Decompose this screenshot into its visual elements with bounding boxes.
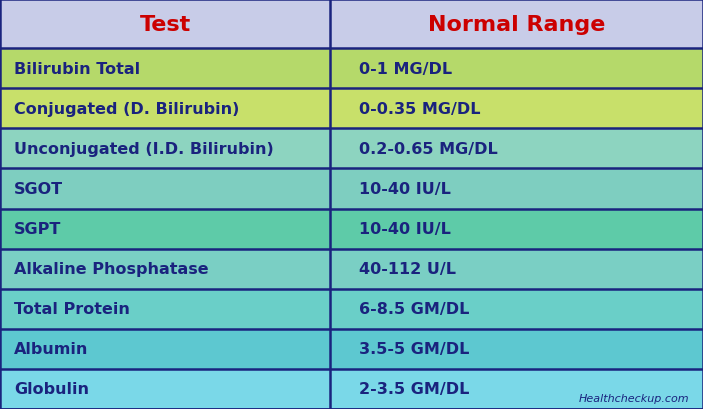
Bar bbox=[330, 89, 703, 129]
Bar bbox=[330, 289, 703, 329]
Text: 3.5-5 GM/DL: 3.5-5 GM/DL bbox=[359, 342, 469, 357]
Text: Globulin: Globulin bbox=[14, 382, 89, 396]
Bar bbox=[0, 129, 330, 169]
Bar bbox=[330, 329, 703, 369]
Bar bbox=[330, 249, 703, 289]
Bar bbox=[0, 169, 330, 209]
Bar bbox=[330, 209, 703, 249]
Text: 2-3.5 GM/DL: 2-3.5 GM/DL bbox=[359, 382, 469, 396]
Text: 0-0.35 MG/DL: 0-0.35 MG/DL bbox=[359, 101, 480, 117]
Bar bbox=[330, 169, 703, 209]
Bar bbox=[330, 129, 703, 169]
Bar bbox=[0, 369, 330, 409]
Text: 0.2-0.65 MG/DL: 0.2-0.65 MG/DL bbox=[359, 142, 497, 157]
Bar bbox=[0, 329, 330, 369]
Text: Bilirubin Total: Bilirubin Total bbox=[14, 62, 140, 76]
Text: SGPT: SGPT bbox=[14, 222, 61, 236]
Bar bbox=[0, 0, 703, 49]
Bar bbox=[0, 49, 330, 89]
Bar bbox=[330, 369, 703, 409]
Bar bbox=[330, 49, 703, 89]
Bar bbox=[0, 89, 330, 129]
Text: 40-112 U/L: 40-112 U/L bbox=[359, 261, 456, 276]
Bar bbox=[0, 289, 330, 329]
Text: Conjugated (D. Bilirubin): Conjugated (D. Bilirubin) bbox=[14, 101, 240, 117]
Text: Total Protein: Total Protein bbox=[14, 301, 130, 317]
Bar bbox=[0, 209, 330, 249]
Text: Test: Test bbox=[140, 15, 191, 34]
Text: Unconjugated (I.D. Bilirubin): Unconjugated (I.D. Bilirubin) bbox=[14, 142, 273, 157]
Text: 10-40 IU/L: 10-40 IU/L bbox=[359, 182, 451, 197]
Text: 0-1 MG/DL: 0-1 MG/DL bbox=[359, 62, 451, 76]
Text: SGOT: SGOT bbox=[14, 182, 63, 197]
Text: Healthcheckup.com: Healthcheckup.com bbox=[579, 393, 689, 403]
Bar bbox=[0, 249, 330, 289]
Text: Alkaline Phosphatase: Alkaline Phosphatase bbox=[14, 261, 209, 276]
Text: 10-40 IU/L: 10-40 IU/L bbox=[359, 222, 451, 236]
Text: Normal Range: Normal Range bbox=[428, 15, 605, 34]
Text: 6-8.5 GM/DL: 6-8.5 GM/DL bbox=[359, 301, 469, 317]
Text: Albumin: Albumin bbox=[14, 342, 89, 357]
